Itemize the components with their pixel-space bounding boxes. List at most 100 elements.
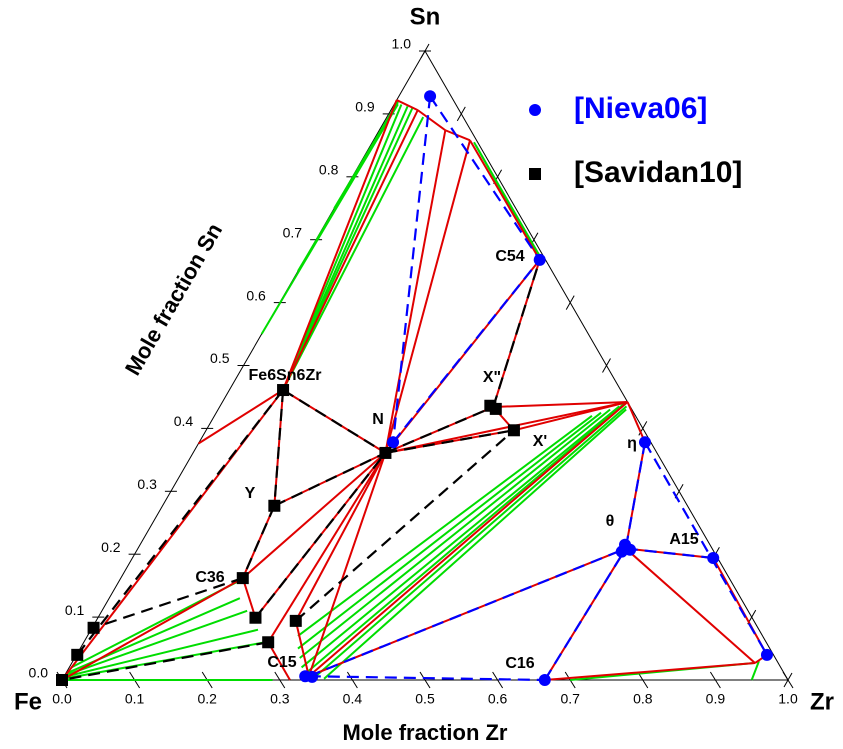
- tie-line: [391, 96, 432, 443]
- y-tick-label: 0.7: [283, 224, 303, 240]
- tie-line: [282, 389, 387, 454]
- x-tick-label: 0.2: [197, 691, 217, 707]
- phase-label: X': [533, 433, 547, 450]
- tick-mark: [420, 43, 430, 59]
- data-point: [249, 611, 262, 624]
- y-tick-label: 0.6: [246, 287, 266, 303]
- tie-line: [304, 402, 626, 675]
- tick-mark: [419, 671, 431, 689]
- x-tick-label: 0.8: [633, 691, 653, 707]
- y-tick-label: 0.5: [210, 350, 230, 366]
- data-point: [533, 253, 546, 266]
- tie-line: [385, 429, 515, 455]
- y-tick-label: 0.9: [355, 99, 375, 115]
- tie-line: [93, 577, 244, 629]
- tie-line: [750, 660, 760, 681]
- x-tick-label: 0.7: [560, 691, 580, 707]
- tie-line: [333, 100, 399, 209]
- data-point: [71, 648, 84, 661]
- data-point: [87, 621, 100, 634]
- tie-line: [493, 400, 628, 409]
- phase-label: Y: [245, 485, 256, 502]
- tie-line: [308, 401, 629, 677]
- tie-line: [282, 109, 419, 391]
- phase-label: C54: [495, 248, 524, 265]
- tie-line: [282, 99, 398, 391]
- tie-line: [323, 408, 627, 680]
- tie-line: [299, 408, 611, 659]
- phase-label: Fe6Sn6Zr: [249, 367, 322, 384]
- tie-line: [294, 452, 387, 622]
- data-point: [306, 670, 319, 683]
- x-tick-label: 0.4: [343, 691, 363, 707]
- tie-line: [273, 389, 285, 506]
- tick-mark: [274, 671, 286, 689]
- tie-line: [294, 620, 310, 677]
- tie-line: [392, 259, 541, 443]
- tie-line: [241, 505, 276, 579]
- tick-mark: [602, 358, 611, 373]
- x-tick-label: 0.5: [415, 691, 435, 707]
- tie-line: [66, 609, 248, 676]
- y-tick-label: 0.4: [174, 413, 194, 429]
- tie-line: [384, 130, 447, 454]
- tie-line: [385, 406, 494, 454]
- tie-line: [61, 577, 244, 681]
- tick-mark: [492, 671, 504, 689]
- phase-label: A15: [669, 531, 698, 548]
- x-tick-label: 0.6: [488, 691, 508, 707]
- y-tick-label: 0.8: [319, 162, 339, 178]
- x-tick-label: 1.0: [778, 691, 798, 707]
- corner-label: Zr: [810, 688, 834, 715]
- phase-label: C36: [195, 569, 224, 586]
- phase-label: C16: [505, 655, 534, 672]
- data-point: [379, 446, 392, 459]
- phase-label: θ: [606, 513, 615, 530]
- x-tick-label: 0.9: [706, 691, 726, 707]
- tie-line: [273, 451, 386, 507]
- x-tick-label: 0.3: [270, 691, 290, 707]
- tie-line: [544, 662, 756, 681]
- x-tick-label: 0.0: [52, 691, 72, 707]
- x-axis-title: Mole fraction Zr: [342, 720, 507, 745]
- tie-line: [417, 109, 446, 132]
- phase-label: C15: [267, 654, 296, 671]
- tie-line: [625, 547, 756, 664]
- tie-line: [197, 389, 284, 445]
- phase-label: X": [483, 369, 501, 386]
- tie-line: [624, 442, 646, 549]
- data-point: [262, 636, 275, 649]
- tick-mark: [565, 295, 575, 310]
- tie-line: [300, 405, 620, 669]
- tie-line: [64, 628, 259, 678]
- tie-line: [61, 641, 269, 682]
- y-tick-label: 0.1: [65, 602, 85, 618]
- tie-line: [312, 405, 628, 679]
- y-tick-label: 1.0: [392, 36, 412, 52]
- tie-line: [307, 452, 387, 677]
- tick-mark: [637, 671, 649, 689]
- tie-line: [469, 139, 541, 261]
- data-point: [489, 402, 502, 415]
- tie-line: [712, 557, 768, 656]
- tie-line: [295, 429, 515, 622]
- tie-line: [384, 140, 471, 454]
- legend-label: [Savidan10]: [574, 156, 742, 189]
- tie-line: [267, 452, 387, 643]
- tie-line: [308, 675, 545, 682]
- tie-line: [308, 547, 627, 678]
- data-point: [615, 545, 628, 558]
- legend-label: [Nieva06]: [574, 92, 707, 125]
- data-point: [538, 674, 551, 686]
- corner-label: Fe: [14, 688, 42, 715]
- corner-label: Sn: [410, 3, 441, 30]
- tie-line: [444, 129, 471, 142]
- x-tick-label: 0.1: [125, 691, 145, 707]
- tie-line: [297, 411, 602, 650]
- data-point: [638, 436, 651, 449]
- legend-marker: [529, 104, 541, 116]
- data-point: [289, 614, 302, 627]
- data-point: [424, 90, 437, 103]
- tie-line: [396, 99, 419, 112]
